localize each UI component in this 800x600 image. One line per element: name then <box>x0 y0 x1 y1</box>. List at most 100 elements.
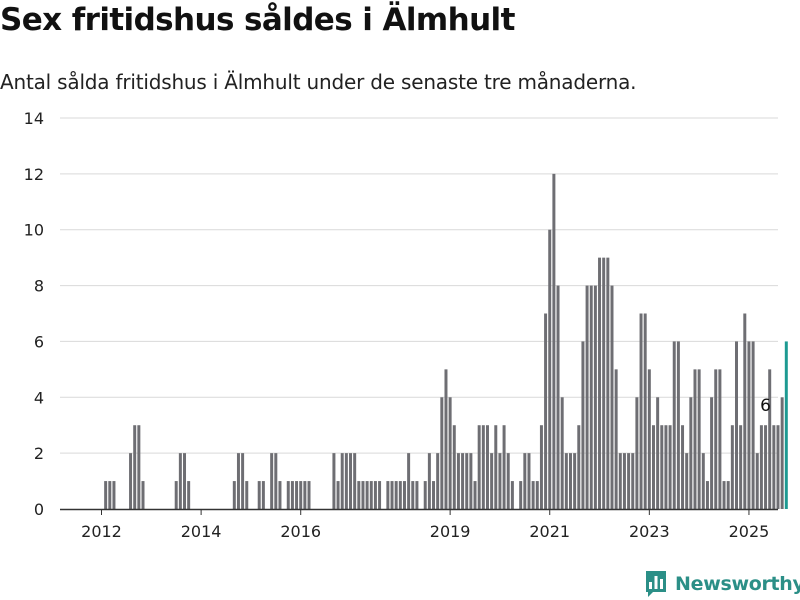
bar <box>174 481 178 509</box>
bar <box>685 453 689 509</box>
bar <box>772 425 776 509</box>
y-tick-label: 2 <box>34 444 44 463</box>
bar <box>386 481 390 509</box>
bar <box>452 425 456 509</box>
bar <box>573 453 577 509</box>
bar <box>672 341 676 509</box>
bar <box>751 341 755 509</box>
bar <box>261 481 265 509</box>
bar <box>689 397 693 509</box>
bar <box>286 481 290 509</box>
bar <box>183 453 187 509</box>
y-tick-label: 12 <box>24 165 44 184</box>
bar <box>398 481 402 509</box>
bar <box>544 313 548 509</box>
bar <box>411 481 415 509</box>
bar-series <box>104 173 788 509</box>
bar <box>141 481 145 509</box>
bar <box>589 285 593 509</box>
bar <box>340 453 344 509</box>
bar <box>593 285 597 509</box>
y-tick-label: 6 <box>34 332 44 351</box>
bar <box>730 425 734 509</box>
x-tick-label: 2023 <box>629 522 670 541</box>
bar <box>423 481 427 509</box>
bar <box>602 257 606 509</box>
bar <box>245 481 249 509</box>
bar <box>295 481 299 509</box>
bar <box>631 453 635 509</box>
bar <box>697 369 701 509</box>
bar <box>606 257 610 509</box>
bar <box>651 425 655 509</box>
x-tick-label: 2016 <box>280 522 321 541</box>
x-tick-label: 2021 <box>529 522 570 541</box>
bar <box>759 425 763 509</box>
bar <box>622 453 626 509</box>
bar <box>373 481 377 509</box>
bar <box>527 453 531 509</box>
bar <box>473 481 477 509</box>
bar <box>598 257 602 509</box>
bar <box>714 369 718 509</box>
bar <box>485 425 489 509</box>
bar-latest <box>784 341 788 509</box>
bar <box>564 453 568 509</box>
bar <box>490 453 494 509</box>
bar <box>357 481 361 509</box>
bar <box>365 481 369 509</box>
bar <box>568 453 572 509</box>
bar <box>627 453 631 509</box>
bar <box>531 481 535 509</box>
bar <box>344 453 348 509</box>
bar <box>722 481 726 509</box>
bar <box>581 341 585 509</box>
bar <box>427 453 431 509</box>
bar <box>307 481 311 509</box>
bar <box>112 481 116 509</box>
bar <box>407 453 411 509</box>
bar <box>332 453 336 509</box>
bar <box>585 285 589 509</box>
y-tick-label: 10 <box>24 221 44 240</box>
bar <box>303 481 307 509</box>
bar <box>108 481 112 509</box>
bar <box>236 453 240 509</box>
bar <box>577 425 581 509</box>
bar <box>432 481 436 509</box>
bar <box>444 369 448 509</box>
bar <box>739 425 743 509</box>
x-tick-label: 2019 <box>430 522 471 541</box>
bar <box>477 425 481 509</box>
bar <box>539 425 543 509</box>
bar-chart: 0 2 4 6 8 10 12 14 2012 2014 2016 2019 2021 2023 2025… <box>24 109 788 541</box>
newsworthy-logo[interactable]: Newsworthy <box>644 569 800 599</box>
bar <box>618 453 622 509</box>
bar <box>274 453 278 509</box>
bar <box>498 453 502 509</box>
bar <box>402 481 406 509</box>
bar <box>178 453 182 509</box>
bar <box>369 481 373 509</box>
y-tick-label: 0 <box>34 500 44 519</box>
bar <box>129 453 133 509</box>
bar <box>353 453 357 509</box>
bar <box>494 425 498 509</box>
bar <box>378 481 382 509</box>
bar <box>415 481 419 509</box>
bar <box>668 425 672 509</box>
bar <box>506 453 510 509</box>
bar <box>241 453 245 509</box>
bar <box>656 397 660 509</box>
y-axis-tick-labels: 0 2 4 6 8 10 12 14 <box>24 109 44 519</box>
bar <box>693 369 697 509</box>
bar <box>768 369 772 509</box>
bar <box>710 397 714 509</box>
bar <box>133 425 137 509</box>
bar <box>440 397 444 509</box>
bar <box>664 425 668 509</box>
bar <box>747 341 751 509</box>
bar <box>187 481 191 509</box>
bar <box>299 481 303 509</box>
bar <box>614 369 618 509</box>
